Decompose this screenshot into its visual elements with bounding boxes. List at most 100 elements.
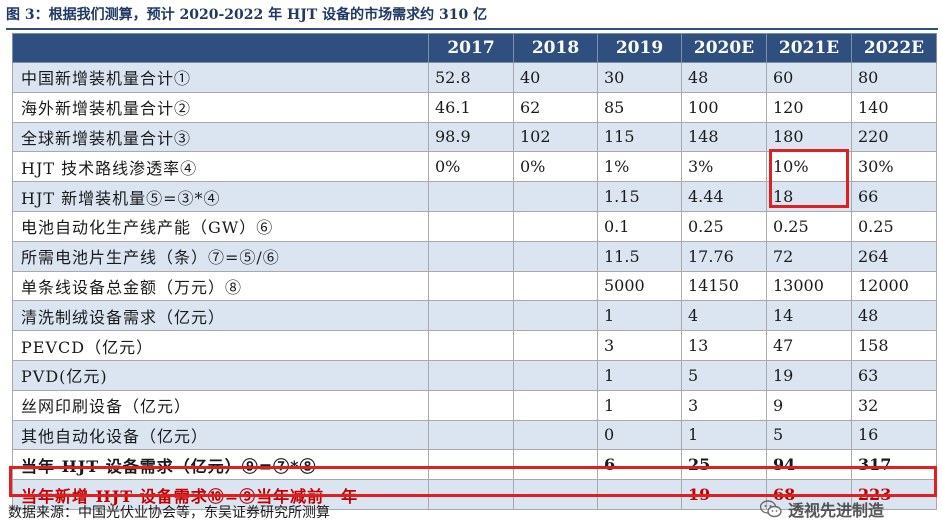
value-cell [513,270,598,302]
row-label: 中国新增装机量合计① [12,62,429,93]
row-label: HJT 技术路线渗透率④ [12,151,429,183]
value-cell [428,270,514,302]
value-cell: 0.25 [681,210,767,242]
value-cell: 17.76 [681,240,767,272]
value-cell: 5 [681,359,767,391]
row-label: 单条线设备总金额（万元）⑧ [12,270,429,302]
value-cell: 13 [681,330,767,361]
table-row: 所需电池片生产线（条）⑦=⑤/⑥ 11.5 17.76 72 264 [12,240,937,272]
value-cell: 3 [681,389,767,421]
value-cell: 47 [766,330,852,361]
table-row: 丝网印刷设备（亿元） 1 3 9 32 [12,389,937,421]
title-divider [6,28,938,30]
table-header-row: 2017 2018 2019 2020E 2021E 2022E [12,33,937,63]
value-cell: 3% [681,151,767,183]
value-cell: 14150 [681,270,767,302]
header-cell-2019: 2019 [597,33,682,63]
table-row: PVD(亿元) 1 5 19 63 [12,359,937,391]
row-label: 电池自动化生产线产能（GW）⑥ [12,210,429,242]
value-cell [513,181,598,212]
highlight-box-2021e [769,149,849,208]
value-cell: 1.15 [597,181,682,212]
value-cell: 5000 [597,270,682,302]
value-cell: 180 [766,121,852,153]
table-row: 其他自动化设备（亿元） 0 1 5 16 [12,419,937,451]
value-cell: 40 [513,62,598,93]
header-cell-2020e: 2020E [681,33,767,63]
row-label: 其他自动化设备（亿元） [12,419,429,451]
row-label: 清洗制绒设备需求（亿元） [12,300,429,332]
value-cell: 80 [851,62,937,93]
value-cell [428,419,514,451]
value-cell: 4 [681,300,767,332]
value-cell: 25 [681,449,767,481]
value-cell: 1% [597,151,682,183]
table-row: 全球新增装机量合计③ 98.9 102 115 148 180 220 [12,121,937,153]
value-cell [513,389,598,421]
value-cell: 19 [766,359,852,391]
value-cell: 3 [597,330,682,361]
value-cell [428,240,514,272]
value-cell: 0% [513,151,598,183]
value-cell: 5 [766,419,852,451]
value-cell: 220 [851,121,937,153]
value-cell: 94 [766,449,852,481]
watermark: 透视先进制造 [760,496,884,522]
value-cell: 1 [681,419,767,451]
value-cell: 1 [597,300,682,332]
value-cell: 1 [597,359,682,391]
value-cell: 30 [597,62,682,93]
value-cell: 0% [428,151,514,183]
value-cell [428,330,514,361]
row-label: PEVCD（亿元） [12,330,429,361]
value-cell: 48 [681,62,767,93]
row-label: 全球新增装机量合计③ [12,121,429,153]
row-label: 丝网印刷设备（亿元） [12,389,429,421]
value-cell: 32 [851,389,937,421]
value-cell [428,449,514,481]
value-cell: 148 [681,121,767,153]
value-cell: 85 [597,91,682,123]
value-cell [513,449,598,481]
value-cell: 0.25 [766,210,852,242]
value-cell: 48 [851,300,937,332]
value-cell: 66 [851,181,937,212]
value-cell: 0 [597,419,682,451]
row-label: 当年 HJT 设备需求（亿元）⑨=⑦*⑧ [12,449,429,481]
value-cell [513,330,598,361]
table-row: 海外新增装机量合计② 46.1 62 85 100 120 140 [12,91,937,123]
header-cell-2018: 2018 [513,33,598,63]
table-row: HJT 新增装机量⑤=③*④ 1.15 4.44 18 66 [12,181,937,212]
table-row: HJT 技术路线渗透率④ 0% 0% 1% 3% 10% 30% [12,151,937,183]
value-cell: 4.44 [681,181,767,212]
value-cell [428,300,514,332]
value-cell: 72 [766,240,852,272]
value-cell: 52.8 [428,62,514,93]
wechat-icon [760,500,782,518]
value-cell: 12000 [851,270,937,302]
value-cell: 62 [513,91,598,123]
value-cell: 115 [597,121,682,153]
value-cell: 0.1 [597,210,682,242]
data-source-note: 数据来源：中国光伏业协会等，东吴证券研究所测算 [8,505,330,521]
value-cell: 60 [766,62,852,93]
value-cell [513,210,598,242]
value-cell [428,359,514,391]
value-cell: 63 [851,359,937,391]
table-body: 中国新增装机量合计① 52.8 40 30 48 60 80 海外新增装机量合计② 46.1 62… [12,62,937,510]
value-cell: 9 [766,389,852,421]
value-cell: 264 [851,240,937,272]
value-cell: 102 [513,121,598,153]
table-row: 当年 HJT 设备需求（亿元）⑨=⑦*⑧ 6 25 94 317 [12,449,937,481]
highlight-box-total-row [9,466,937,497]
table-row: 中国新增装机量合计① 52.8 40 30 48 60 80 [12,62,937,93]
row-label: HJT 新增装机量⑤=③*④ [12,181,429,212]
value-cell: 11.5 [597,240,682,272]
value-cell [513,300,598,332]
value-cell: 1 [597,389,682,421]
value-cell: 13000 [766,270,852,302]
header-cell [12,33,429,63]
value-cell: 30% [851,151,937,183]
value-cell: 100 [681,91,767,123]
header-cell-2022e: 2022E [851,33,937,63]
